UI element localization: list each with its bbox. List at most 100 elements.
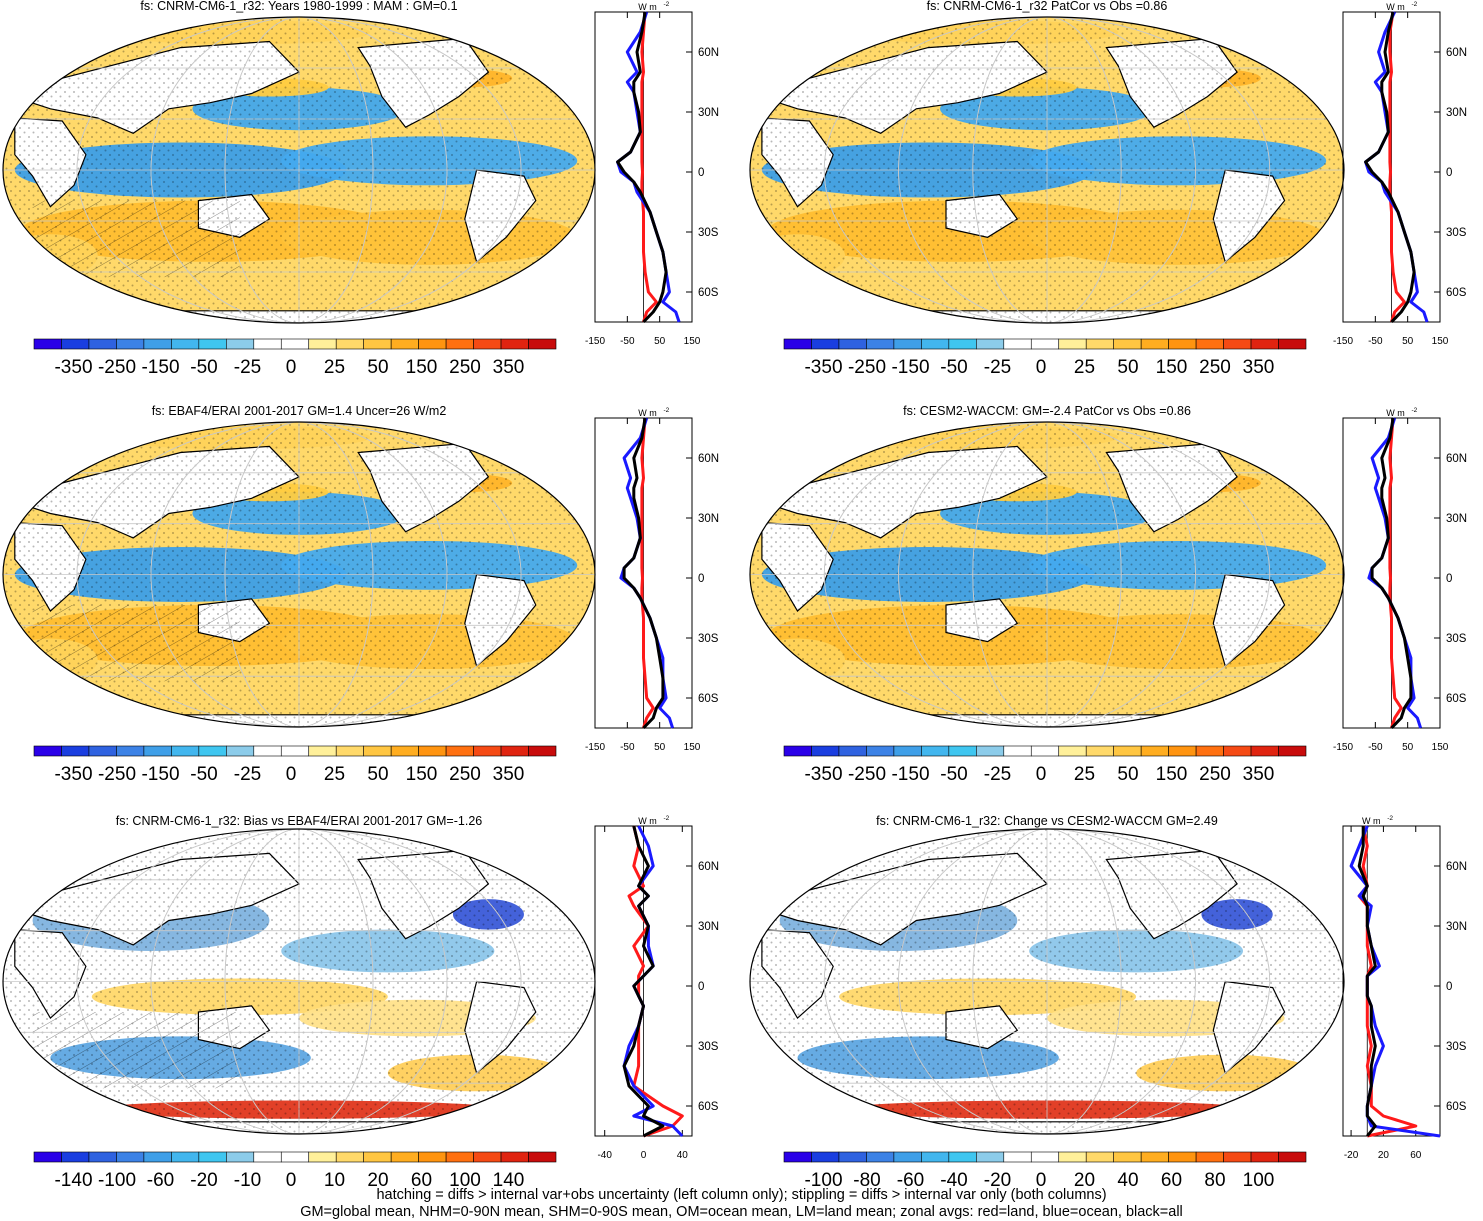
colorbar-label: 0 xyxy=(1036,764,1047,785)
x-tick-label: 50 xyxy=(1402,742,1414,753)
colorbar-label: 80 xyxy=(1204,1170,1225,1191)
zonal-series-land xyxy=(1388,417,1403,729)
colorbar-swatch xyxy=(363,1151,392,1163)
colorbar-label: 350 xyxy=(1243,357,1275,378)
colorbar-label: -10 xyxy=(234,1170,261,1191)
x-tick-label: 60 xyxy=(1410,1150,1422,1161)
hatching xyxy=(32,200,240,278)
lat-tick-label: 30N xyxy=(698,513,719,525)
colorbar: -100 -80 -60 -40 -20 0 20 40 60 80 100 xyxy=(783,1151,1307,1191)
colorbar-swatch xyxy=(948,338,977,350)
lat-tick-label: 60N xyxy=(1446,861,1467,873)
graticule-meridian xyxy=(224,829,374,1134)
colorbar-swatch xyxy=(143,745,172,757)
hatching xyxy=(32,1012,240,1089)
colorbar-label: 50 xyxy=(367,357,388,378)
colorbar-swatch xyxy=(1113,745,1142,757)
panel-title: fs: CNRM-CM6-1_r32: Bias vs EBAF4/ERAI 2… xyxy=(116,814,483,828)
panel-3: fs: EBAF4/ERAI 2001-2017 GM=1.4 Uncer=26… xyxy=(2,404,719,785)
colorbar-label: -60 xyxy=(897,1170,924,1191)
colorbar-swatch xyxy=(811,338,840,350)
colorbar-label: -25 xyxy=(984,764,1011,785)
lat-tick-label: 30S xyxy=(1446,227,1467,239)
zonal-series-land xyxy=(1388,11,1406,323)
colorbar-swatch xyxy=(783,745,812,757)
lat-tick-label: 0 xyxy=(698,573,704,585)
colorbar-swatch xyxy=(280,745,310,757)
map-outline xyxy=(749,16,1345,324)
colorbar-swatch xyxy=(948,1151,977,1163)
colorbar: -350 -250 -150 -50 -25 0 25 50 150 250 350 xyxy=(33,338,557,378)
x-tick-label: -20 xyxy=(1344,1150,1359,1161)
panel-6: fs: CNRM-CM6-1_r32: Change vs CESM2-WACC… xyxy=(749,814,1467,1191)
panel-title: fs: CNRM-CM6-1_r32 PatCor vs Obs =0.86 xyxy=(927,0,1168,13)
colorbar-swatch xyxy=(88,745,117,757)
zonal-series-ocean xyxy=(1367,417,1423,729)
colorbar-swatch xyxy=(390,1151,419,1163)
map xyxy=(3,829,595,1134)
graticule-meridian xyxy=(898,422,1196,727)
x-tick-label: 0 xyxy=(641,1150,647,1161)
zonal-units: W m xyxy=(1362,816,1381,826)
colorbar-swatch xyxy=(1250,338,1279,350)
colorbar-swatch xyxy=(418,1151,447,1163)
colorbar-label: 10 xyxy=(324,1170,345,1191)
x-tick-label: -50 xyxy=(1368,742,1383,753)
land-greenland xyxy=(1212,834,1262,861)
footer-line-1: hatching = diffs > internal var+obs unce… xyxy=(376,1187,1107,1203)
x-tick-label: 150 xyxy=(1432,336,1449,347)
zonal-series-land xyxy=(640,417,655,729)
colorbar-swatch xyxy=(473,338,502,350)
colorbar-label: -20 xyxy=(190,1170,217,1191)
colorbar-swatch xyxy=(445,338,474,350)
map xyxy=(750,829,1344,1134)
zonal-series-all xyxy=(616,11,668,324)
colorbar-swatch xyxy=(226,1151,255,1163)
colorbar-swatch xyxy=(1113,1151,1142,1163)
colorbar-swatch xyxy=(1195,745,1224,757)
colorbar-swatch xyxy=(1168,745,1197,757)
colorbar-swatch xyxy=(226,338,255,350)
panel-5: fs: CNRM-CM6-1_r32: Bias vs EBAF4/ERAI 2… xyxy=(2,814,719,1191)
colorbar-label: -50 xyxy=(190,357,217,378)
zonal-series-ocean xyxy=(616,11,681,323)
colorbar-swatch xyxy=(1250,745,1279,757)
colorbar-swatch xyxy=(253,745,282,757)
zonal-units: W m xyxy=(638,816,657,826)
colorbar-swatch xyxy=(811,1151,840,1163)
colorbar-swatch xyxy=(866,745,895,757)
zonal-units: W m xyxy=(638,2,657,12)
colorbar-swatch xyxy=(1250,1151,1279,1163)
colorbar-swatch xyxy=(335,745,364,757)
colorbar-swatch xyxy=(363,338,392,350)
colorbar-swatch xyxy=(811,745,840,757)
colorbar-swatch xyxy=(445,1151,474,1163)
colorbar-swatch xyxy=(783,1151,812,1163)
colorbar-swatch xyxy=(390,338,419,350)
graticule-meridian xyxy=(898,829,1196,1134)
x-tick-label: -50 xyxy=(620,742,635,753)
colorbar-swatch xyxy=(893,745,922,757)
colorbar-swatch xyxy=(88,338,117,350)
colorbar-label: -150 xyxy=(141,764,179,785)
colorbar-swatch xyxy=(866,1151,895,1163)
map-outline xyxy=(749,828,1345,1135)
colorbar-swatch xyxy=(1003,338,1032,350)
hatching xyxy=(32,605,240,682)
zonal-units: W m xyxy=(638,408,657,418)
colorbar-label: 250 xyxy=(1199,764,1231,785)
x-tick-label: 50 xyxy=(654,336,666,347)
x-tick-label: -150 xyxy=(585,336,605,347)
colorbar-swatch xyxy=(1223,1151,1252,1163)
x-tick-label: -150 xyxy=(585,742,605,753)
colorbar-label: 60 xyxy=(1161,1170,1182,1191)
zonal-units-sup: -2 xyxy=(1412,407,1418,414)
colorbar-label: 350 xyxy=(493,357,525,378)
zonal-units: W m xyxy=(1386,408,1405,418)
colorbar-label: -150 xyxy=(891,764,929,785)
panel-title: fs: CNRM-CM6-1_r32: Change vs CESM2-WACC… xyxy=(876,814,1218,828)
colorbar-swatch xyxy=(1113,338,1142,350)
colorbar-swatch xyxy=(1195,1151,1224,1163)
zonal-series-all xyxy=(622,825,665,1138)
